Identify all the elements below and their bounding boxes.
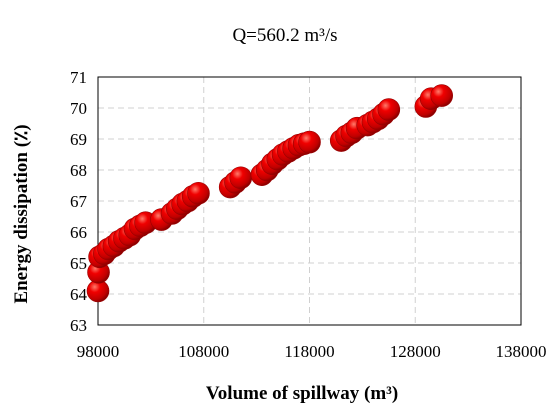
y-tick-label: 64 bbox=[70, 285, 88, 304]
grid bbox=[98, 77, 521, 325]
data-point bbox=[187, 181, 210, 205]
x-tick-label: 128000 bbox=[390, 342, 441, 361]
y-tick-label: 65 bbox=[70, 254, 87, 273]
chart-title: Q=560.2 m³/s bbox=[232, 25, 337, 46]
x-tick-label: 108000 bbox=[178, 342, 229, 361]
y-tick-label: 69 bbox=[70, 130, 87, 149]
y-tick-label: 70 bbox=[70, 99, 87, 118]
y-tick-label: 63 bbox=[70, 316, 87, 335]
data-point bbox=[229, 166, 253, 190]
y-axis-title: Energy dissipation (٪) bbox=[11, 124, 32, 303]
x-tick-labels: 98000 108000 118000 128000 138000 bbox=[77, 342, 547, 361]
data-point bbox=[298, 130, 321, 154]
y-tick-labels: 63 64 65 66 67 68 69 70 71 bbox=[70, 68, 88, 335]
y-tick-label: 66 bbox=[70, 223, 87, 242]
plot-area-border bbox=[97, 76, 522, 326]
x-tick-label: 138000 bbox=[496, 342, 547, 361]
data-points bbox=[86, 84, 453, 303]
data-point bbox=[377, 98, 401, 121]
x-tick-label: 98000 bbox=[77, 342, 120, 361]
data-point bbox=[430, 84, 453, 107]
y-tick-label: 71 bbox=[70, 68, 87, 87]
x-axis-title: Volume of spillway (m³) bbox=[206, 383, 398, 404]
y-tick-label: 67 bbox=[70, 192, 88, 211]
x-tick-label: 118000 bbox=[284, 342, 334, 361]
y-tick-label: 68 bbox=[70, 161, 87, 180]
